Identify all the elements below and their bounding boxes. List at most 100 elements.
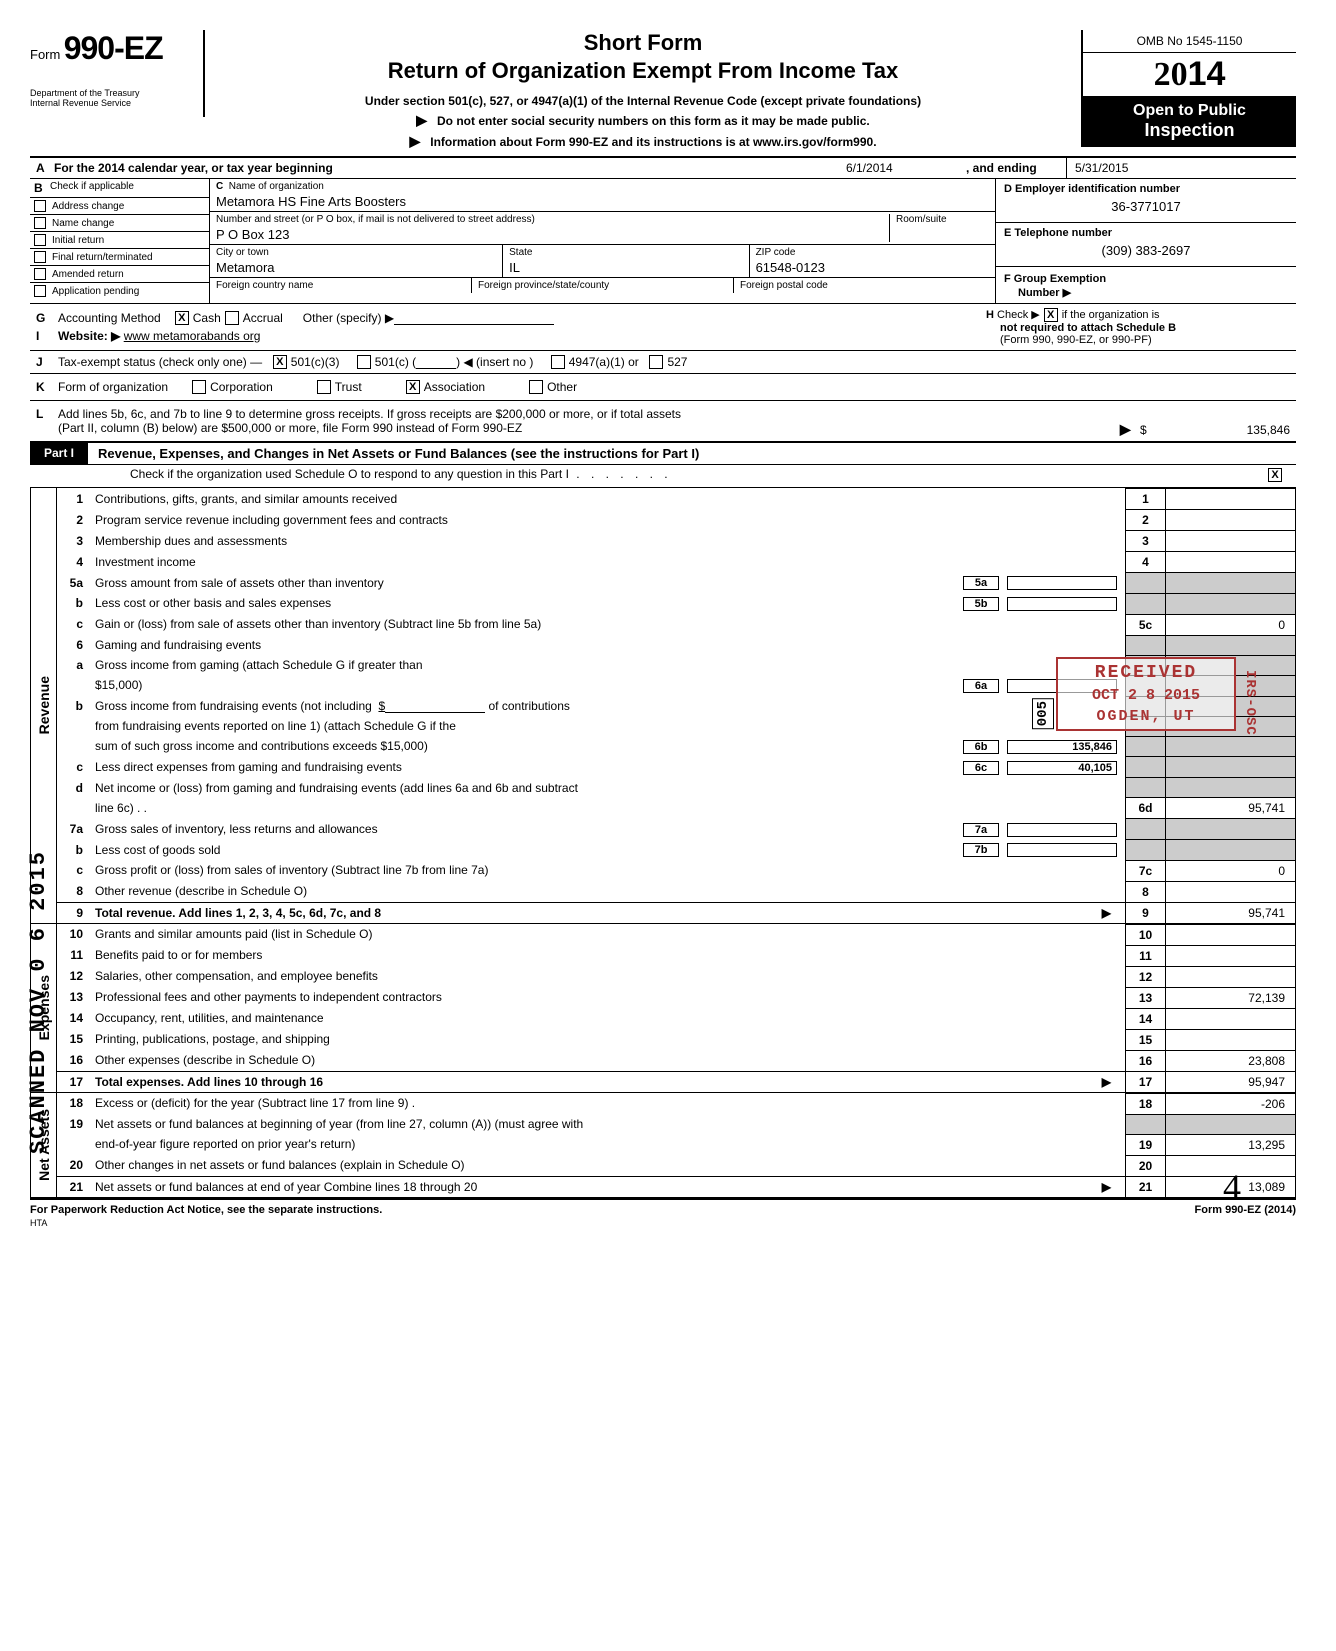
r-val-shaded xyxy=(1166,757,1296,778)
mid-val xyxy=(1007,576,1117,590)
chk-name-change[interactable]: Name change xyxy=(30,214,209,231)
checkbox-icon xyxy=(34,251,46,263)
r-val xyxy=(1166,489,1296,510)
chk-application-pending[interactable]: Application pending xyxy=(30,282,209,299)
r-num: 20 xyxy=(1126,1155,1166,1176)
schedule-b-checkbox[interactable]: X xyxy=(1044,308,1058,322)
letter-a: A xyxy=(30,158,54,178)
checkbox-icon xyxy=(34,217,46,229)
line-desc: Gross sales of inventory, less returns a… xyxy=(95,822,378,836)
scanned-side-stamp: SCANNED NOV 0 6 2015 xyxy=(26,850,51,1154)
r-num: 13 xyxy=(1126,987,1166,1008)
net-assets-table: 18Excess or (deficit) for the year (Subt… xyxy=(57,1093,1296,1197)
chk-amended-return[interactable]: Amended return xyxy=(30,265,209,282)
letter-j: J xyxy=(30,355,58,369)
accrual-checkbox[interactable] xyxy=(225,311,239,325)
r-val xyxy=(1166,1029,1296,1050)
501c-checkbox[interactable] xyxy=(357,355,371,369)
line-num: 6 xyxy=(57,635,91,655)
arrow-icon: ▶ xyxy=(1120,421,1131,437)
ein-label: D Employer identification number xyxy=(1004,183,1288,195)
trust-checkbox[interactable] xyxy=(317,380,331,394)
527-checkbox[interactable] xyxy=(649,355,663,369)
r-num: 6d xyxy=(1126,798,1166,819)
row-g-i: G Accounting Method XCash Accrual Other … xyxy=(30,304,1296,350)
line-desc: Occupancy, rent, utilities, and maintena… xyxy=(91,1008,1126,1029)
chk-address-change[interactable]: Address change xyxy=(30,197,209,214)
r-num: 4 xyxy=(1126,552,1166,573)
row-l: L Add lines 5b, 6c, and 7b to line 9 to … xyxy=(30,400,1296,441)
line-desc: Other changes in net assets or fund bala… xyxy=(91,1155,1126,1176)
r-val: 95,741 xyxy=(1166,798,1296,819)
r-num: 21 xyxy=(1126,1176,1166,1197)
mid-num: 6a xyxy=(963,679,999,693)
line-num: 10 xyxy=(57,924,91,945)
line-num: 13 xyxy=(57,987,91,1008)
r-num: 7c xyxy=(1126,860,1166,881)
cash-checkbox[interactable]: X xyxy=(175,311,189,325)
return-title: Return of Organization Exempt From Incom… xyxy=(215,58,1071,84)
col-b: B Check if applicable Address change Nam… xyxy=(30,179,210,303)
r-val xyxy=(1166,966,1296,987)
chk-label: Initial return xyxy=(52,235,104,246)
group-exemption-label2: Number ▶ xyxy=(1004,287,1071,299)
r-num: 15 xyxy=(1126,1029,1166,1050)
other-org-checkbox[interactable] xyxy=(529,380,543,394)
4947-checkbox[interactable] xyxy=(551,355,565,369)
open-l2: Inspection xyxy=(1087,120,1292,141)
r-num: 12 xyxy=(1126,966,1166,987)
line-num xyxy=(57,798,91,819)
line-desc: Investment income xyxy=(91,552,1126,573)
h-l1b: if the organization is xyxy=(1062,309,1160,321)
r-val: 95,741 xyxy=(1166,902,1296,923)
row-j: J Tax-exempt status (check only one) — X… xyxy=(30,350,1296,373)
r-val xyxy=(1166,1008,1296,1029)
association-checkbox[interactable]: X xyxy=(406,380,420,394)
name-label: Name of organization xyxy=(229,181,324,192)
line-num: 21 xyxy=(57,1176,91,1197)
phone-value: (309) 383-2697 xyxy=(1004,239,1288,262)
501c3-checkbox[interactable]: X xyxy=(273,355,287,369)
accrual-label: Accrual xyxy=(243,311,283,325)
chk-label: Name change xyxy=(52,218,114,229)
line-desc: $15,000) xyxy=(95,678,142,692)
tax-year-end: 5/31/2015 xyxy=(1066,158,1296,178)
line-num: 9 xyxy=(57,902,91,923)
line-desc: Excess or (deficit) for the year (Subtra… xyxy=(91,1093,1126,1114)
r-num-shaded xyxy=(1126,736,1166,757)
mid-val: 40,105 xyxy=(1007,761,1117,775)
row-ghij: G Accounting Method XCash Accrual Other … xyxy=(30,303,1296,373)
r-val xyxy=(1166,945,1296,966)
r-val-shaded xyxy=(1166,778,1296,798)
r-val-shaded xyxy=(1166,736,1296,757)
corporation-label: Corporation xyxy=(210,380,273,394)
stamp-received-text: RECEIVED xyxy=(1068,663,1224,683)
chk-final-return[interactable]: Final return/terminated xyxy=(30,248,209,265)
corporation-checkbox[interactable] xyxy=(192,380,206,394)
line-desc: Membership dues and assessments xyxy=(91,531,1126,552)
schedule-o-checkbox[interactable]: X xyxy=(1268,468,1282,482)
r-val-shaded xyxy=(1166,593,1296,614)
section-h: H Check ▶Xif the organization is not req… xyxy=(986,308,1296,346)
col-def: D Employer identification number 36-3771… xyxy=(996,179,1296,303)
page-footer: For Paperwork Reduction Act Notice, see … xyxy=(30,1199,1296,1216)
foreign-country-label: Foreign country name xyxy=(216,280,465,291)
501c-label: 501(c) ( xyxy=(375,355,416,369)
line-desc: Net income or (loss) from gaming and fun… xyxy=(91,778,1126,798)
form-title-box: Form 990-EZ Department of the Treasury I… xyxy=(30,30,205,117)
r-num: 5c xyxy=(1126,614,1166,635)
letter-l: L xyxy=(36,407,43,421)
line-desc: Gross income from gaming (attach Schedul… xyxy=(95,658,423,672)
association-label: Association xyxy=(424,380,485,394)
mid-num: 5a xyxy=(963,576,999,590)
r-num-shaded xyxy=(1126,1114,1166,1134)
chk-initial-return[interactable]: Initial return xyxy=(30,231,209,248)
r-val xyxy=(1166,531,1296,552)
row-a: A For the 2014 calendar year, or tax yea… xyxy=(30,156,1296,178)
line-desc: Net assets or fund balances at end of ye… xyxy=(95,1180,477,1194)
line-num: 18 xyxy=(57,1093,91,1114)
room-label: Room/suite xyxy=(896,214,989,225)
form-page: Form 990-EZ Department of the Treasury I… xyxy=(30,30,1296,1228)
state-label: State xyxy=(509,247,742,258)
tax-year-begin: 6/1/2014 xyxy=(846,158,966,178)
